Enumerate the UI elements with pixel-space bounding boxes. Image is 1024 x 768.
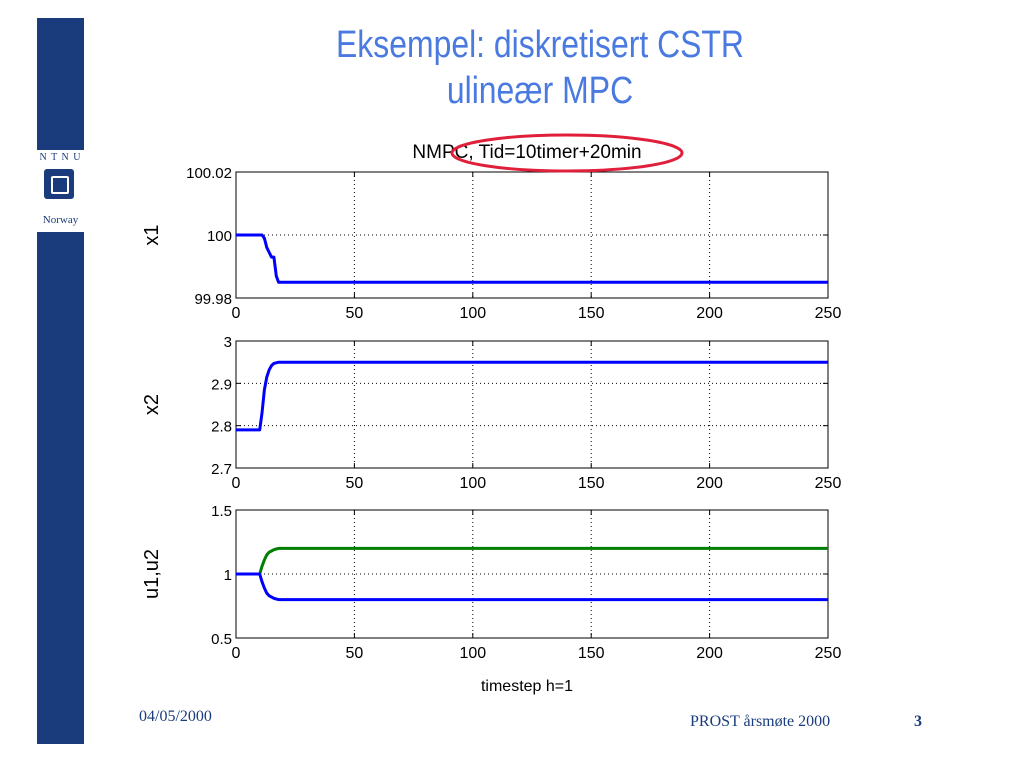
series-line-2-1 bbox=[236, 360, 828, 432]
footer-date: 04/05/2000 bbox=[139, 708, 212, 725]
series-line-3-1 bbox=[236, 546, 828, 576]
y-tick-label: 1.5 bbox=[211, 503, 232, 520]
x-tick-label: 100 bbox=[459, 645, 486, 662]
x-tick-label: 150 bbox=[578, 475, 605, 492]
y-tick-label: 3 bbox=[224, 334, 232, 351]
x-tick-label: 250 bbox=[815, 475, 842, 492]
y-tick-label: 2.7 bbox=[211, 461, 232, 478]
chart-title: NMPC, Tid=10timer+20min bbox=[412, 142, 641, 163]
x-axis-label: timestep h=1 bbox=[481, 678, 573, 695]
page-number: 3 bbox=[914, 713, 922, 730]
logo-text-top: N T N U bbox=[39, 152, 82, 163]
x-tick-label: 50 bbox=[346, 475, 364, 492]
side-bar bbox=[37, 18, 84, 744]
x-tick-label: 250 bbox=[815, 305, 842, 322]
footer-conference: PROST årsmøte 2000 bbox=[690, 713, 831, 730]
y-tick-label: 100.02 bbox=[186, 165, 232, 182]
y-tick-label: 2.8 bbox=[211, 419, 232, 436]
slide-title-line2: ulineær MPC bbox=[446, 70, 634, 112]
y-axis-label-1: x1 bbox=[141, 224, 163, 245]
y-axis-label-3: u1,u2 bbox=[141, 549, 163, 599]
x-tick-label: 200 bbox=[696, 305, 723, 322]
highlight-ellipse bbox=[450, 133, 684, 173]
x-tick-label: 0 bbox=[232, 645, 241, 662]
x-tick-label: 200 bbox=[696, 645, 723, 662]
series-line-1-1 bbox=[236, 233, 828, 284]
y-tick-label: 0.5 bbox=[211, 631, 232, 648]
y-axis-label-2: x2 bbox=[141, 394, 163, 415]
series-line-3-2 bbox=[236, 572, 828, 602]
logo-text-bottom: Norway bbox=[42, 214, 79, 226]
ntnu-logo: N T N U Norway bbox=[37, 150, 84, 232]
x-tick-label: 100 bbox=[459, 475, 486, 492]
x-tick-label: 200 bbox=[696, 475, 723, 492]
slide-title-line1: Eksempel: diskretisert CSTR bbox=[336, 24, 744, 66]
axes-box-2 bbox=[235, 340, 829, 469]
slide-title: Eksempel: diskretisert CSTR ulineær MPC bbox=[288, 22, 792, 114]
x-tick-label: 0 bbox=[232, 305, 241, 322]
x-tick-label: 150 bbox=[578, 645, 605, 662]
x-tick-label: 0 bbox=[232, 475, 241, 492]
x-tick-label: 250 bbox=[815, 645, 842, 662]
x-tick-label: 150 bbox=[578, 305, 605, 322]
x-tick-label: 100 bbox=[459, 305, 486, 322]
y-tick-label: 2.9 bbox=[211, 376, 232, 393]
y-tick-label: 99.98 bbox=[194, 291, 232, 308]
logo-square-icon bbox=[44, 169, 74, 199]
x-tick-label: 50 bbox=[346, 305, 364, 322]
x-tick-label: 50 bbox=[346, 645, 364, 662]
y-tick-label: 100 bbox=[207, 228, 232, 245]
y-tick-label: 1 bbox=[224, 567, 232, 584]
